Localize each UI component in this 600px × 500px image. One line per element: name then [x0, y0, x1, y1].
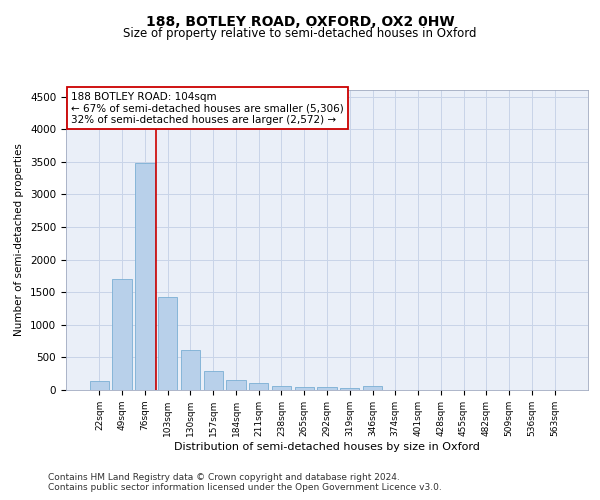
Y-axis label: Number of semi-detached properties: Number of semi-detached properties: [14, 144, 25, 336]
Bar: [226, 380, 245, 390]
X-axis label: Distribution of semi-detached houses by size in Oxford: Distribution of semi-detached houses by …: [174, 442, 480, 452]
Bar: [181, 350, 200, 390]
Bar: [112, 279, 132, 390]
Text: Contains HM Land Registry data © Crown copyright and database right 2024.: Contains HM Land Registry data © Crown c…: [48, 472, 400, 482]
Bar: [317, 388, 337, 390]
Text: 188, BOTLEY ROAD, OXFORD, OX2 0HW: 188, BOTLEY ROAD, OXFORD, OX2 0HW: [146, 15, 454, 29]
Bar: [90, 381, 109, 390]
Bar: [135, 163, 155, 390]
Text: Contains public sector information licensed under the Open Government Licence v3: Contains public sector information licen…: [48, 484, 442, 492]
Text: Size of property relative to semi-detached houses in Oxford: Size of property relative to semi-detach…: [123, 28, 477, 40]
Bar: [249, 384, 268, 390]
Bar: [158, 296, 178, 390]
Bar: [363, 386, 382, 390]
Bar: [295, 388, 314, 390]
Text: 188 BOTLEY ROAD: 104sqm
← 67% of semi-detached houses are smaller (5,306)
32% of: 188 BOTLEY ROAD: 104sqm ← 67% of semi-de…: [71, 92, 344, 124]
Bar: [272, 386, 291, 390]
Bar: [203, 371, 223, 390]
Bar: [340, 388, 359, 390]
